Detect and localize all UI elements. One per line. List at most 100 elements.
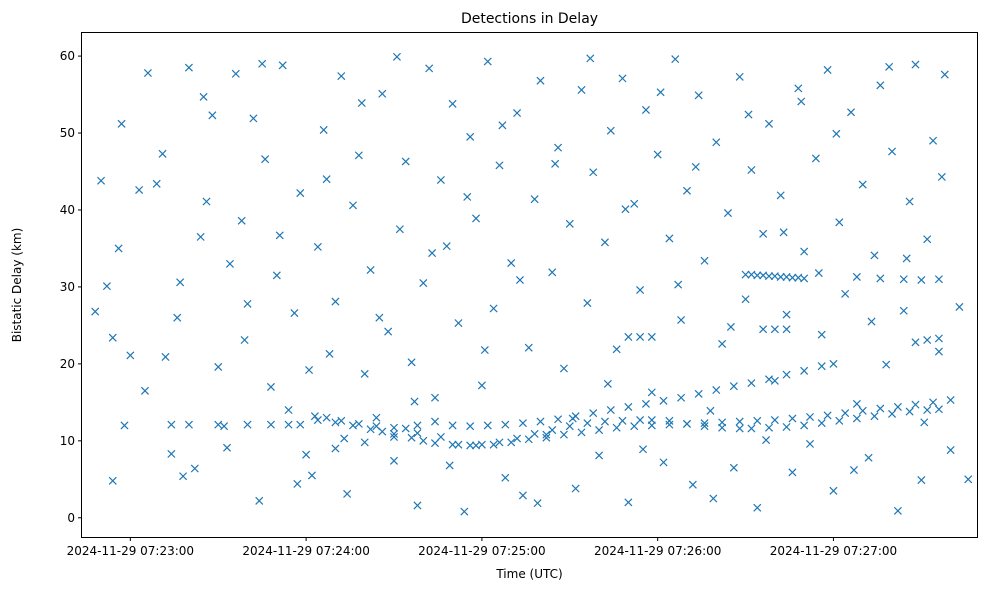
data-point-1-3 xyxy=(389,432,399,441)
data-point-2-31 xyxy=(817,419,826,428)
data-point-4-60 xyxy=(460,507,469,516)
data-point-4-132 xyxy=(882,360,891,369)
data-point-4-71 xyxy=(524,343,533,352)
data-point-4-62 xyxy=(472,214,481,223)
data-point-2-8 xyxy=(430,439,440,448)
data-point-4-188 xyxy=(885,62,894,71)
data-point-2-18 xyxy=(600,417,609,426)
data-point-3-4 xyxy=(764,272,774,281)
data-point-4-174 xyxy=(638,445,648,454)
data-point-3-6 xyxy=(776,272,785,281)
data-point-4-55 xyxy=(430,393,440,402)
data-point-4-19 xyxy=(214,362,223,371)
data-point-4-162 xyxy=(428,249,437,258)
data-point-4-22 xyxy=(231,69,240,78)
data-point-4-180 xyxy=(744,110,753,119)
data-point-1-27 xyxy=(823,411,832,420)
data-point-4-96 xyxy=(671,55,680,64)
data-point-1-4 xyxy=(413,429,422,438)
data-point-4-66 xyxy=(495,161,504,170)
data-point-4-33 xyxy=(296,189,305,198)
data-point-4-117 xyxy=(794,84,803,93)
data-point-2-30 xyxy=(800,421,809,430)
data-point-1-6 xyxy=(454,440,463,449)
data-point-4-30 xyxy=(278,61,287,70)
data-point-4-97 xyxy=(677,315,686,325)
data-point-0-6 xyxy=(296,420,305,429)
data-point-4-3 xyxy=(108,333,117,342)
data-point-0-7 xyxy=(310,412,319,421)
data-point-0-19 xyxy=(501,420,510,429)
data-point-0-33 xyxy=(747,379,756,388)
data-point-4-127 xyxy=(852,399,861,408)
data-point-4-12 xyxy=(173,313,182,322)
data-point-4-165 xyxy=(480,345,489,355)
y-tick-label-5: 50 xyxy=(60,126,75,140)
data-point-2-14 xyxy=(530,429,539,438)
data-point-4-46 xyxy=(378,89,387,98)
data-point-4-15 xyxy=(190,464,199,473)
y-tick-label-3: 30 xyxy=(60,280,75,294)
data-point-4-67 xyxy=(501,473,510,482)
data-point-2-2 xyxy=(348,421,358,430)
data-point-2-20 xyxy=(636,416,645,425)
data-point-1-30 xyxy=(876,404,885,413)
data-point-0-31 xyxy=(712,386,721,395)
data-point-0-3 xyxy=(243,420,252,429)
data-point-4-75 xyxy=(548,268,557,277)
data-point-4-150 xyxy=(222,443,232,452)
data-point-4-179 xyxy=(726,322,735,331)
data-point-4-166 xyxy=(498,121,507,130)
data-point-4-31 xyxy=(284,406,293,415)
data-point-4-173 xyxy=(621,205,630,214)
data-point-4-78 xyxy=(565,219,574,228)
data-point-4-107 xyxy=(735,72,744,81)
data-point-2-13 xyxy=(513,434,522,443)
data-point-4-171 xyxy=(586,54,595,63)
y-tick-label-2: 20 xyxy=(60,357,75,371)
data-point-3-8 xyxy=(788,273,797,282)
data-point-4-56 xyxy=(436,175,445,184)
data-point-4-41 xyxy=(348,201,358,210)
data-point-0-9 xyxy=(337,416,346,425)
data-point-0-12 xyxy=(389,423,399,432)
data-point-4-138 xyxy=(917,476,926,485)
data-point-4-52 xyxy=(413,501,422,510)
data-point-4-157 xyxy=(340,434,349,443)
data-point-1-34 xyxy=(946,396,955,405)
data-point-4-91 xyxy=(641,105,650,114)
data-point-1-15 xyxy=(612,423,621,432)
data-point-2-37 xyxy=(923,406,932,415)
data-point-2-6 xyxy=(407,433,416,442)
data-point-2-26 xyxy=(735,424,744,433)
data-point-4-88 xyxy=(624,498,633,507)
data-point-0-1 xyxy=(184,420,193,429)
data-point-1-25 xyxy=(788,414,797,423)
data-point-4-64 xyxy=(483,57,492,66)
data-point-4-190 xyxy=(920,418,929,427)
data-point-4-114 xyxy=(776,191,785,200)
data-point-4-145 xyxy=(117,119,126,128)
data-point-1-13 xyxy=(577,428,586,437)
data-point-0-26 xyxy=(624,402,633,411)
data-point-4-11 xyxy=(167,449,176,458)
data-point-4-20 xyxy=(220,422,229,431)
data-point-4-95 xyxy=(665,234,674,243)
data-point-2-17 xyxy=(583,419,592,428)
data-point-4-38 xyxy=(331,297,340,306)
data-point-4-23 xyxy=(237,216,246,225)
data-point-1-22 xyxy=(735,417,744,426)
data-point-0-16 xyxy=(448,421,457,430)
data-point-0-15 xyxy=(430,417,440,426)
data-point-4-87 xyxy=(618,74,627,83)
data-point-1-1 xyxy=(331,444,340,453)
data-point-4-26 xyxy=(255,496,264,505)
data-point-4-169 xyxy=(551,159,560,168)
y-axis-label: Bistatic Delay (km) xyxy=(10,228,24,343)
data-point-3-16 xyxy=(624,332,633,341)
data-point-3-15 xyxy=(934,275,943,284)
data-point-4-119 xyxy=(805,439,815,448)
data-point-1-11 xyxy=(542,433,551,442)
